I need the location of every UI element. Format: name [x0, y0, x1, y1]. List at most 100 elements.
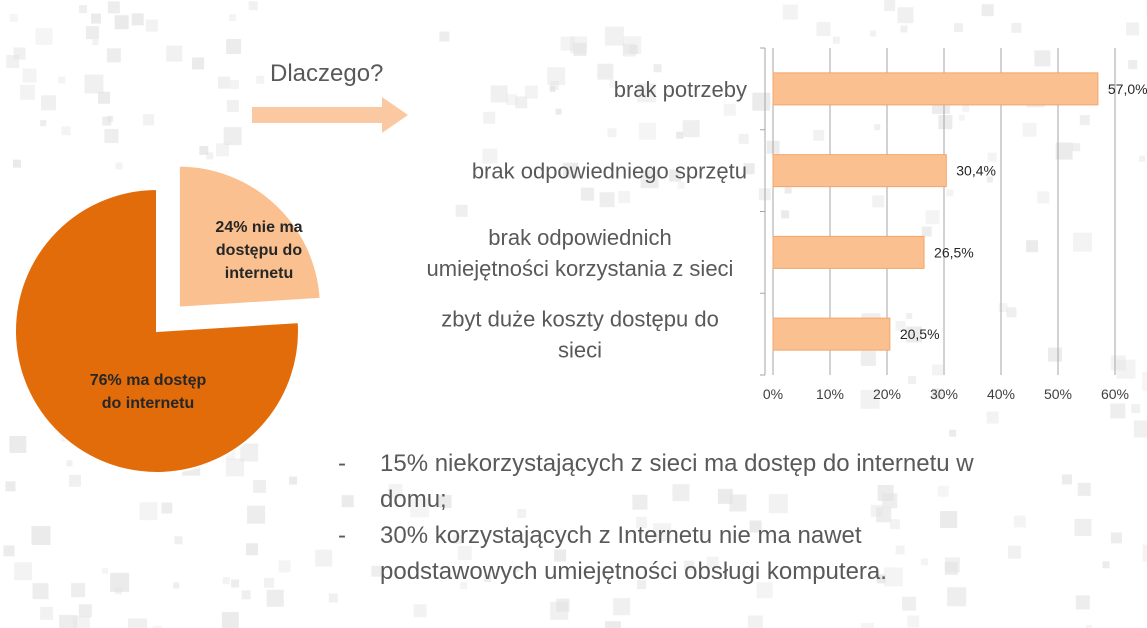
x-tick-label: 20%: [873, 386, 901, 402]
pattern-tile: [549, 80, 559, 90]
pattern-tile: [940, 511, 958, 529]
pattern-tile: [14, 562, 33, 581]
pattern-tile: [1073, 232, 1093, 252]
pattern-tile: [1006, 307, 1017, 318]
category-label-line: brak odpowiednich: [488, 225, 671, 250]
bar: [772, 72, 1099, 106]
pattern-tile: [622, 43, 636, 57]
category-label-line: brak potrzeby: [614, 77, 747, 102]
pattern-tile: [215, 143, 229, 157]
pattern-tile: [860, 350, 876, 366]
pattern-tile: [78, 604, 92, 618]
pattern-tile: [998, 303, 1008, 313]
pattern-tile: [166, 45, 183, 62]
pattern-tile: [676, 131, 684, 139]
pattern-tile: [248, 1, 258, 11]
category-label-line: brak odpowiedniego sprzętu: [472, 159, 747, 184]
pattern-tile: [872, 195, 885, 208]
pattern-tile: [706, 556, 719, 569]
bar: [772, 235, 925, 269]
pattern-tile: [439, 31, 450, 42]
pattern-tile: [987, 152, 997, 162]
pattern-tile: [609, 79, 618, 88]
pattern-tile: [1026, 240, 1039, 253]
bullet-list: - 15% niekorzystających z sieci ma dostę…: [338, 446, 978, 590]
pattern-tile: [1079, 115, 1090, 126]
pattern-tile: [1142, 544, 1147, 562]
bullet-dash: -: [338, 522, 346, 549]
pattern-tile: [229, 80, 239, 90]
pattern-tile: [653, 64, 662, 73]
pattern-tile: [192, 57, 205, 70]
pattern-tile: [747, 615, 763, 628]
category-label: zbyt duże koszty dostępu do sieci: [441, 307, 719, 363]
pattern-tile: [289, 476, 298, 485]
pattern-tile: [1022, 122, 1037, 137]
bullet-item: - 30% korzystających z Internetu nie ma …: [338, 518, 978, 590]
pattern-tile: [1011, 22, 1022, 33]
pattern-tile: [241, 590, 251, 600]
pattern-tile: [729, 494, 747, 512]
pattern-tile: [1116, 359, 1136, 379]
pattern-tile: [102, 116, 112, 126]
pattern-tile: [937, 485, 949, 497]
pattern-tile: [3, 545, 15, 557]
pattern-tile: [13, 159, 22, 168]
pattern-tile: [573, 42, 587, 56]
pattern-tile: [371, 565, 383, 577]
pattern-tile: [884, 0, 896, 12]
pattern-tile: [9, 13, 18, 22]
pattern-tile: [1037, 191, 1050, 204]
pattern-tile: [920, 558, 928, 566]
category-label-line: umiejętności korzystania z sieci: [427, 256, 734, 281]
pattern-tile: [902, 596, 917, 611]
pie-slice-label-no-access: 24% nie ma dostępu do internetu: [215, 219, 303, 282]
pie-chart: [14, 164, 322, 474]
pattern-tile: [114, 15, 129, 30]
pattern-tile: [490, 85, 508, 103]
pattern-tile: [944, 561, 958, 575]
category-label-line: zbyt duże koszty dostępu do: [441, 307, 719, 332]
pattern-tile: [84, 74, 104, 94]
pattern-tile: [139, 502, 158, 521]
pattern-tile: [59, 614, 78, 628]
pattern-tile: [684, 560, 695, 571]
pattern-tile: [1110, 532, 1122, 544]
pattern-tile: [152, 625, 162, 628]
pattern-tile: [115, 162, 123, 170]
pattern-tile: [883, 567, 903, 587]
pattern-tile: [264, 577, 275, 588]
pattern-tile: [949, 429, 957, 437]
pattern-tile: [618, 191, 631, 204]
pattern-tile: [226, 39, 242, 55]
pattern-tile: [206, 152, 214, 160]
pattern-tile: [637, 83, 657, 103]
pattern-tile: [107, 1, 120, 14]
x-tick-label: 0%: [763, 386, 783, 402]
pattern-tile: [245, 543, 258, 556]
pattern-tile: [505, 94, 517, 106]
pattern-tile: [1075, 595, 1090, 610]
pattern-tile: [906, 312, 913, 319]
pattern-tile: [19, 84, 35, 100]
pattern-tile: [907, 615, 920, 628]
pattern-tile: [768, 494, 788, 514]
pattern-tile: [905, 326, 922, 343]
pattern-tile: [668, 169, 681, 182]
pattern-tile: [35, 27, 53, 45]
pattern-tile: [632, 494, 648, 510]
pattern-tile: [229, 14, 237, 22]
pattern-tile: [278, 560, 291, 573]
pattern-tile: [115, 587, 123, 595]
pattern-tile: [946, 189, 954, 197]
pattern-tile: [266, 589, 284, 607]
pattern-tile: [597, 63, 614, 80]
pattern-tile: [483, 111, 496, 124]
pie-slice-access: [14, 187, 300, 474]
pattern-tile: [816, 22, 831, 37]
pattern-tile: [890, 519, 901, 530]
pattern-tile: [938, 115, 953, 130]
pattern-tile: [410, 498, 430, 518]
pattern-tile: [217, 76, 230, 89]
pattern-tile: [580, 187, 594, 201]
